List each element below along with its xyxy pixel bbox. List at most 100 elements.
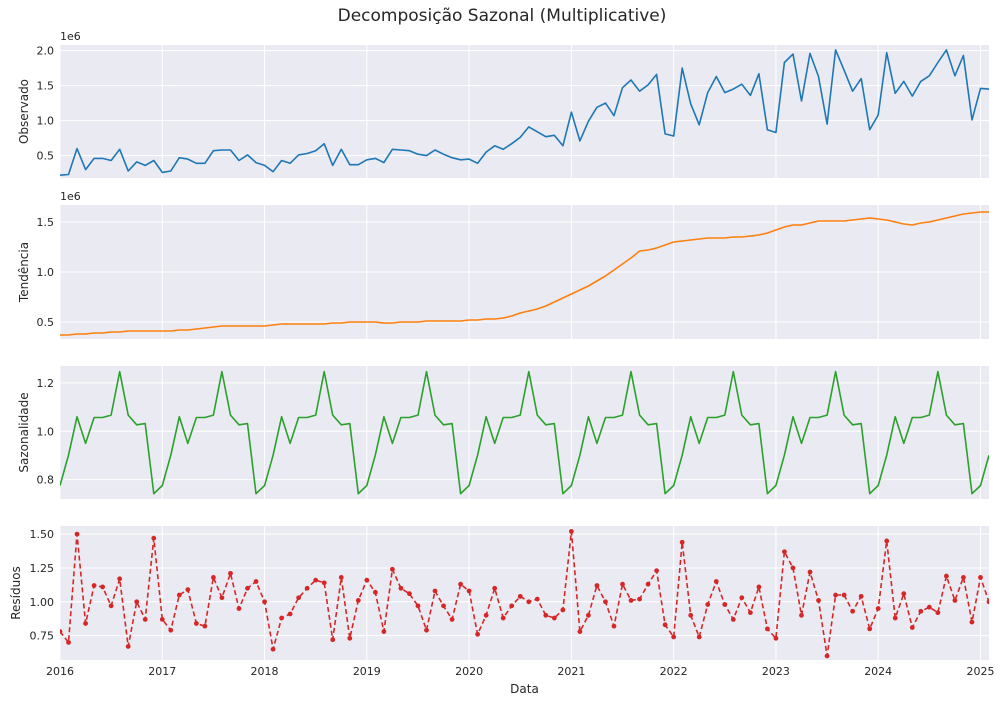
data-point (901, 591, 907, 597)
panel-4: 0.75 1.00 1.25 1.50 Resíduos (9, 526, 989, 660)
plot-background (60, 526, 989, 660)
data-point (168, 627, 174, 633)
data-point (262, 599, 267, 605)
data-point (492, 585, 498, 591)
y-axis-label: Observado (17, 79, 31, 144)
data-point (799, 612, 804, 618)
data-point (782, 549, 787, 555)
y-tick-label: 1.0 (37, 115, 55, 128)
y-tick-label: 1.00 (30, 596, 55, 609)
data-point (935, 610, 941, 616)
data-point (662, 622, 668, 628)
data-point (415, 603, 421, 609)
data-point (211, 575, 216, 580)
data-point (628, 598, 634, 603)
data-point (253, 579, 259, 584)
x-tick-label: 2016 (46, 665, 74, 678)
data-point (364, 577, 370, 583)
data-point (969, 619, 975, 625)
y-tick-label: 2.0 (37, 45, 55, 58)
data-point (586, 612, 591, 618)
data-point (202, 623, 208, 629)
data-point (722, 602, 728, 607)
series-group (60, 49, 989, 176)
data-point (850, 608, 856, 614)
data-point (688, 612, 694, 618)
y-tick-label: 1.5 (37, 80, 55, 93)
data-point (338, 575, 344, 580)
data-point (867, 626, 873, 632)
x-tick-label: 2017 (148, 665, 176, 678)
x-tick-label: 2021 (557, 665, 585, 678)
data-point (424, 627, 429, 633)
data-point (841, 592, 847, 598)
y-axis-label: Resíduos (9, 566, 23, 620)
data-point (449, 616, 455, 622)
data-point (978, 575, 983, 580)
data-point (100, 584, 106, 590)
data-point (560, 607, 566, 613)
data-point (389, 566, 395, 572)
data-point (321, 580, 327, 586)
data-point (475, 631, 481, 637)
data-point (151, 535, 157, 541)
x-tick-label: 2025 (966, 665, 994, 678)
data-point (279, 615, 284, 621)
data-point (245, 585, 250, 591)
series-line (60, 49, 989, 176)
plot-background (60, 45, 989, 178)
data-point (713, 579, 719, 584)
data-point (381, 629, 387, 634)
panel-1: 0.5 1.0 1.5 2.0 Observado 1e6 (17, 30, 989, 178)
data-point (943, 573, 949, 579)
y-tick-label: 1.0 (37, 266, 55, 279)
data-point (654, 568, 660, 574)
data-point (679, 539, 685, 545)
data-point (193, 621, 199, 626)
data-point (747, 610, 753, 616)
data-point (986, 599, 989, 605)
data-point (176, 592, 182, 598)
data-point (330, 637, 336, 643)
x-tick-label: 2024 (864, 665, 892, 678)
y-axis-label: Sazonalidade (17, 392, 31, 472)
data-point (517, 593, 523, 599)
data-point (875, 606, 881, 611)
series-line (60, 370, 989, 495)
x-tick-label: 2019 (353, 665, 381, 678)
data-point (909, 625, 915, 630)
data-point (91, 583, 97, 588)
data-point (432, 588, 438, 594)
x-axis-label: Data (510, 682, 539, 696)
y-axis-label: Tendência (17, 242, 31, 303)
data-point (807, 569, 813, 575)
data-point (355, 598, 361, 603)
data-point (816, 598, 821, 603)
data-point (407, 591, 412, 597)
x-tick-label: 2022 (660, 665, 688, 678)
data-point (466, 588, 472, 594)
data-point (219, 595, 225, 601)
data-point (892, 615, 898, 621)
data-point (833, 592, 838, 598)
y-tick-label: 1.0 (37, 425, 55, 438)
data-point (304, 585, 310, 591)
data-point (500, 615, 506, 621)
data-point (441, 603, 446, 609)
data-point (134, 599, 140, 605)
y-multiplier-label: 1e6 (60, 30, 81, 43)
series-group (60, 529, 989, 659)
data-point (551, 615, 557, 621)
panel-2: 0.5 1.0 1.5 Tendência 1e6 (17, 190, 989, 339)
data-point (926, 604, 932, 610)
data-point (483, 612, 489, 618)
data-point (696, 634, 702, 640)
data-point (347, 635, 353, 641)
data-point (398, 585, 404, 591)
data-point (568, 529, 574, 534)
data-point (458, 581, 463, 587)
data-point (74, 531, 80, 537)
data-point (705, 602, 711, 607)
series-group (60, 211, 989, 336)
